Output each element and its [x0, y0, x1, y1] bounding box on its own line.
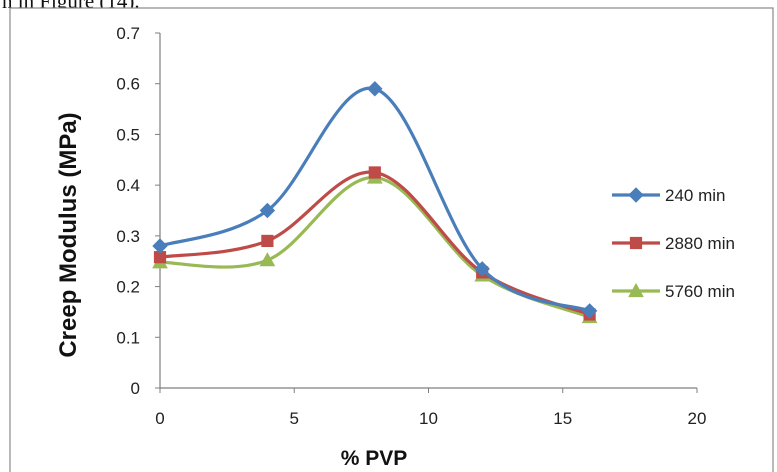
- y-tick-label: 0.5: [116, 125, 140, 144]
- chart-border: [9, 7, 774, 472]
- y-tick-label: 0.6: [116, 75, 140, 94]
- y-tick-label: 0: [131, 379, 140, 398]
- y-axis-title: Creep Modulus (MPa): [55, 112, 82, 357]
- legend-item: 5760 min: [612, 282, 735, 301]
- data-point: [259, 202, 276, 219]
- legend-marker: [628, 282, 644, 298]
- data-point: [261, 234, 274, 248]
- x-tick-label: 5: [290, 409, 299, 428]
- legend-item: 2880 min: [612, 234, 735, 253]
- x-axis-title: % PVP: [341, 447, 408, 470]
- data-point: [152, 238, 168, 254]
- data-point: [259, 252, 276, 267]
- legend-marker: [628, 187, 644, 203]
- x-tick-label: 0: [155, 409, 164, 428]
- legend-item: 240 min: [612, 186, 725, 205]
- series-0: [152, 81, 598, 319]
- legend-label: 5760 min: [665, 282, 735, 301]
- legend-marker: [629, 236, 643, 250]
- y-tick-label: 0.2: [116, 278, 140, 297]
- axes: 0 0.1 0.2 0.3 0.4 0.5 0.6 0.7 0 5 10 15 20: [116, 24, 706, 428]
- x-tick-label: 10: [419, 409, 438, 428]
- data-point: [368, 166, 381, 179]
- legend: 240 min 2880 min 5760 min: [612, 186, 735, 301]
- x-tick-label: 20: [688, 409, 707, 428]
- legend-label: 240 min: [665, 186, 725, 205]
- data-point: [367, 81, 383, 97]
- x-tick-label: 15: [553, 409, 572, 428]
- y-tick-label: 0.7: [116, 24, 140, 43]
- y-tick-label: 0.1: [116, 328, 140, 347]
- y-tick-label: 0.3: [116, 227, 140, 246]
- series-layer: [152, 81, 598, 324]
- data-point: [581, 303, 598, 319]
- legend-label: 2880 min: [665, 234, 735, 253]
- y-tick-label: 0.4: [116, 176, 140, 195]
- data-point: [474, 261, 490, 277]
